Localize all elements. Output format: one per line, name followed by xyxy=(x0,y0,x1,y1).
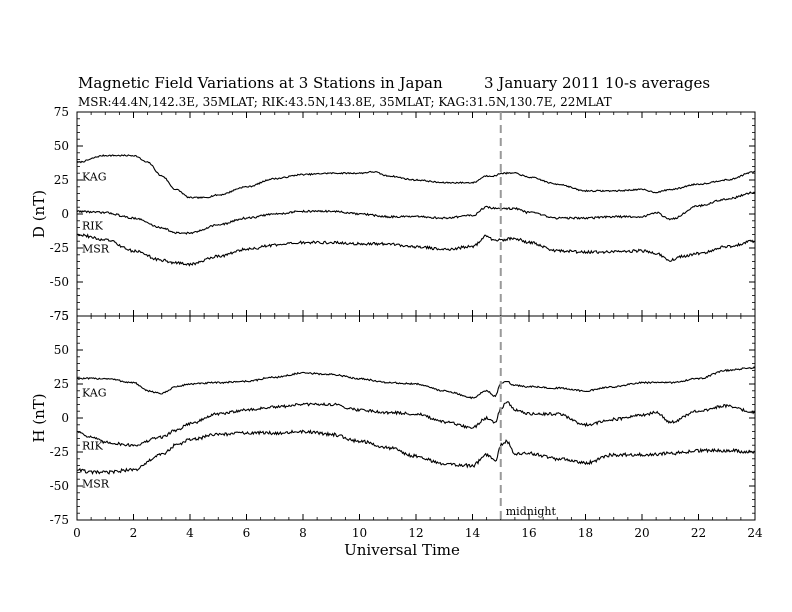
y-tick-label: 50 xyxy=(54,139,69,153)
y-tick-label: 0 xyxy=(61,207,69,221)
x-tick-label: 0 xyxy=(73,526,81,540)
y-axis-label: H (nT) xyxy=(30,393,48,442)
y-tick-label: 75 xyxy=(54,105,69,119)
x-tick-label: 22 xyxy=(691,526,706,540)
midnight-label: midnight xyxy=(506,505,557,518)
y-tick-label: -50 xyxy=(50,275,69,289)
y-axis-label: D (nT) xyxy=(30,190,48,238)
x-tick-label: 18 xyxy=(578,526,593,540)
plot-area: 75 50 25 0 -25 -50 -75 D (nT) KAG RIK MSR 75 50 25 0 -2… xyxy=(30,105,763,559)
series-line-kag xyxy=(76,154,756,200)
x-tick-label: 2 xyxy=(130,526,138,540)
series-line-rik xyxy=(76,400,756,447)
series-label-rik: RIK xyxy=(82,440,104,453)
y-tick-label: -25 xyxy=(50,445,69,459)
panel-frame xyxy=(76,315,756,521)
x-tick-label: 4 xyxy=(186,526,194,540)
series-line-msr xyxy=(76,429,756,476)
series-line-kag xyxy=(76,366,756,400)
y-tick-label: -50 xyxy=(50,479,69,493)
series-label-kag: KAG xyxy=(82,170,107,183)
series-label-msr: MSR xyxy=(82,478,110,491)
y-tick-label: 0 xyxy=(61,411,69,425)
x-tick-label: 6 xyxy=(243,526,251,540)
x-tick-label: 10 xyxy=(352,526,367,540)
x-tick-label: 24 xyxy=(747,526,763,540)
y-tick-label: 50 xyxy=(54,343,69,357)
series-label-msr: MSR xyxy=(82,242,110,255)
x-tick-label: 8 xyxy=(299,526,307,540)
y-tick-label: -75 xyxy=(50,513,69,527)
series-line-rik xyxy=(76,191,756,235)
x-tick-label: 14 xyxy=(465,526,481,540)
x-axis-label: Universal Time xyxy=(344,541,460,559)
chart-title-date: 3 January 2011 10-s averages xyxy=(484,74,710,92)
x-tick-label: 20 xyxy=(634,526,649,540)
series-label-kag: KAG xyxy=(82,387,107,400)
series-label-rik: RIK xyxy=(82,219,104,232)
series-line-msr xyxy=(76,233,756,267)
y-tick-label: 75 xyxy=(54,309,69,323)
chart-subtitle: MSR:44.4N,142.3E, 35MLAT; RIK:43.5N,143.… xyxy=(78,95,612,109)
y-tick-label: 25 xyxy=(54,377,69,391)
y-tick-label: -25 xyxy=(50,241,69,255)
y-tick-label: -75 xyxy=(50,309,69,323)
x-tick-label: 16 xyxy=(521,526,536,540)
y-tick-label: 25 xyxy=(54,173,69,187)
chart-title: Magnetic Field Variations at 3 Stations … xyxy=(78,74,443,92)
x-tick-label: 12 xyxy=(408,526,423,540)
